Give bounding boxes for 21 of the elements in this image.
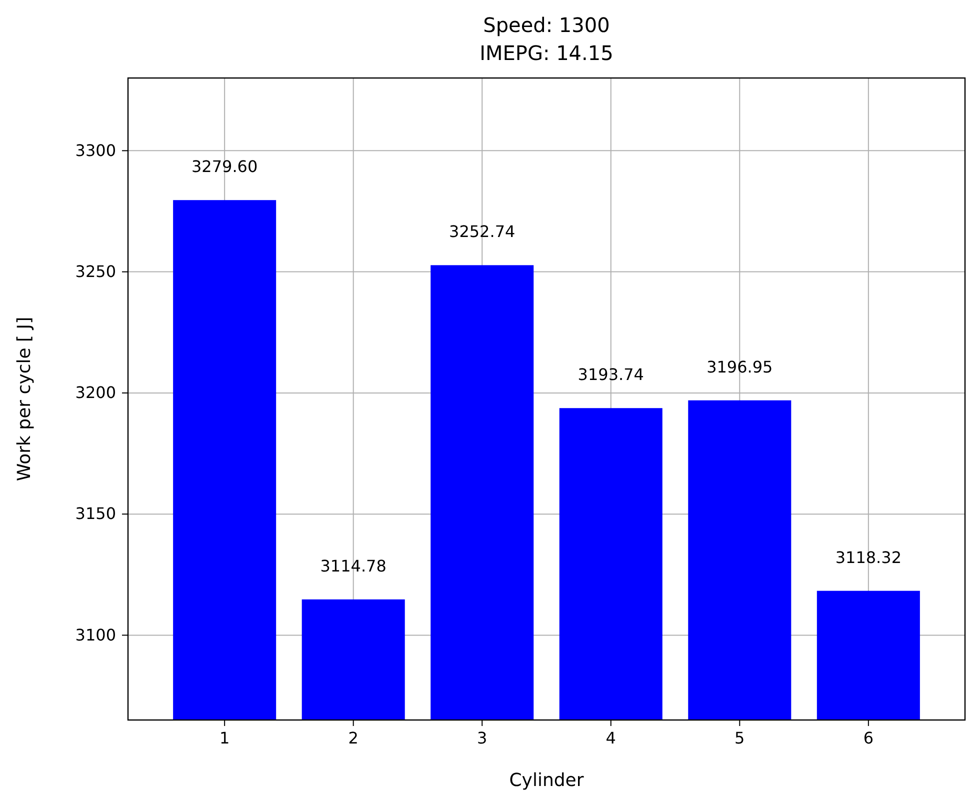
y-tick-label: 3100 [75, 625, 116, 644]
data-label: 3252.74 [449, 222, 516, 242]
data-label: 3118.32 [835, 548, 902, 567]
data-label: 3279.60 [191, 157, 258, 176]
y-tick-label: 3150 [75, 504, 116, 524]
chart-subtitle: IMEPG: 14.15 [480, 41, 614, 65]
x-tick-label: 1 [219, 728, 230, 748]
y-tick-label: 3250 [75, 262, 116, 281]
chart-title: Speed: 1300 [483, 13, 610, 37]
x-tick-label: 2 [348, 728, 358, 748]
data-label: 3114.78 [320, 556, 386, 576]
x-tick-label: 6 [863, 728, 874, 748]
x-axis-title: Cylinder [509, 770, 584, 791]
x-tick-label: 3 [477, 728, 488, 748]
data-label: 3193.74 [578, 365, 644, 384]
y-tick-label: 3200 [75, 383, 116, 402]
data-label: 3196.95 [706, 357, 773, 376]
x-tick-label: 5 [734, 728, 745, 748]
x-tick-label: 4 [606, 728, 616, 748]
y-axis-title: Work per cycle [ J] [14, 316, 35, 482]
y-tick-label: 3300 [75, 140, 116, 160]
